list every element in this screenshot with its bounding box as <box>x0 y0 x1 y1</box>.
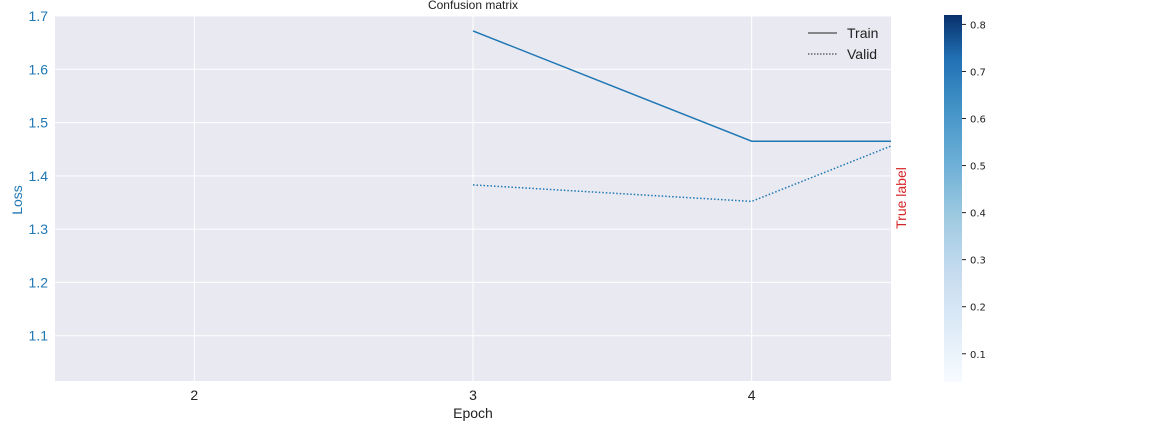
x-tick-label: 3 <box>469 387 477 403</box>
x-tick-label: 4 <box>748 387 756 403</box>
x-axis-ticks: 2 3 4 <box>190 387 755 403</box>
legend-label-train: Train <box>847 25 878 41</box>
y-tick-label: 1.3 <box>29 221 49 237</box>
y-tick-label: 1.2 <box>29 274 49 290</box>
x-tick-label: 2 <box>190 387 198 403</box>
colorbar-tick-label: 0.6 <box>970 115 986 126</box>
x-axis-title: Epoch <box>453 405 493 421</box>
colorbar-tick-label: 0.8 <box>970 20 986 31</box>
right-axis-title: True label <box>893 167 909 229</box>
chart-title: Confusion matrix <box>428 0 518 12</box>
y-tick-label: 1.6 <box>29 61 49 77</box>
y-tick-label: 1.1 <box>29 328 49 344</box>
y-tick-label: 1.5 <box>29 115 49 131</box>
y-tick-label: 1.4 <box>29 168 49 184</box>
colorbar-tick-label: 0.4 <box>970 209 986 220</box>
legend: Train Valid <box>808 25 878 62</box>
y-tick-label: 1.7 <box>29 8 49 24</box>
y-axis-ticks: 1.1 1.2 1.3 1.4 1.5 1.6 1.7 <box>29 8 49 344</box>
colorbar: 0.1 0.2 0.3 0.4 0.5 0.6 0.7 0.8 <box>944 15 986 382</box>
colorbar-tick-label: 0.7 <box>970 67 986 78</box>
colorbar-tick-label: 0.5 <box>970 162 986 173</box>
series-layer <box>472 30 891 203</box>
colorbar-tick-label: 0.1 <box>970 350 986 361</box>
colorbar-ticks: 0.1 0.2 0.3 0.4 0.5 0.6 0.7 0.8 <box>962 20 986 361</box>
grid-lines <box>55 15 891 381</box>
colorbar-gradient <box>944 15 962 382</box>
colorbar-tick-label: 0.2 <box>970 303 986 314</box>
legend-label-valid: Valid <box>847 46 877 62</box>
series-line-train <box>472 30 891 142</box>
y-axis-title: Loss <box>9 185 25 215</box>
colorbar-tick-label: 0.3 <box>970 256 986 267</box>
